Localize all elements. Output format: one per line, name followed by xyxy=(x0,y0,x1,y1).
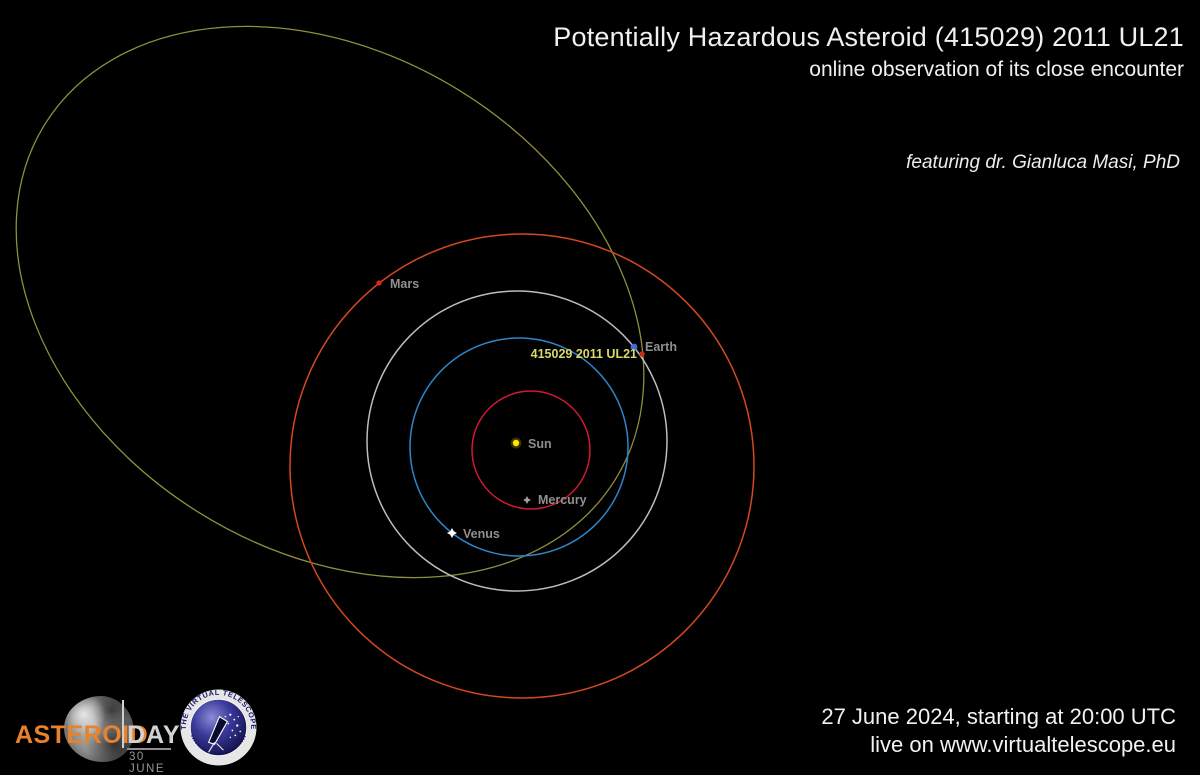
asteroid-marker xyxy=(639,351,645,357)
asteroid-day-logo: ASTEROID DAY 30 JUNE xyxy=(14,692,184,775)
footer: 27 June 2024, starting at 20:00 UTC live… xyxy=(821,703,1176,759)
earth-label: Earth xyxy=(645,340,677,354)
sun-marker xyxy=(512,439,520,447)
mars-orbit-circle xyxy=(289,233,755,699)
vt-telescope-icon xyxy=(207,715,229,745)
vt-bottom-microtext xyxy=(190,735,247,755)
asteroid-day-word-day: DAY xyxy=(127,721,181,749)
mercury-marker xyxy=(523,496,531,504)
mercury-label: Mercury xyxy=(538,493,587,507)
page-subtitle: online observation of its close encounte… xyxy=(809,58,1184,81)
live-url-line: live on www.virtualtelescope.eu xyxy=(870,732,1176,757)
mars-marker xyxy=(376,280,382,286)
asteroid-label: 415029 2011 UL21 xyxy=(531,347,637,361)
venus-marker xyxy=(447,528,457,538)
asteroid-day-date: 30 JUNE xyxy=(129,751,166,775)
sun-label: Sun xyxy=(528,437,552,451)
asteroid-day-underline xyxy=(127,748,171,750)
vt-star-dots xyxy=(224,713,242,739)
virtual-telescope-logo: THE VIRTUAL TELESCOPE xyxy=(179,688,258,766)
asteroid-day-divider xyxy=(122,700,124,748)
page-title: Potentially Hazardous Asteroid (415029) … xyxy=(553,22,1184,52)
earth-marker xyxy=(630,343,638,351)
header: Potentially Hazardous Asteroid (415029) … xyxy=(553,22,1184,82)
mars-label: Mars xyxy=(390,277,419,291)
asteroid-day-word-asteroid: ASTEROID xyxy=(15,721,149,749)
venus-orbit-circle xyxy=(409,337,629,557)
vt-tripod-leg-left xyxy=(208,742,215,753)
asteroid-orbit-ellipse xyxy=(15,25,645,579)
vt-tripod-leg-right xyxy=(216,742,224,751)
featuring-credit: featuring dr. Gianluca Masi, PhD xyxy=(906,152,1180,173)
event-datetime: 27 June 2024, starting at 20:00 UTC xyxy=(821,704,1176,729)
mercury-orbit-circle xyxy=(471,390,591,510)
earth-orbit-circle xyxy=(366,290,668,592)
venus-label: Venus xyxy=(463,527,500,541)
